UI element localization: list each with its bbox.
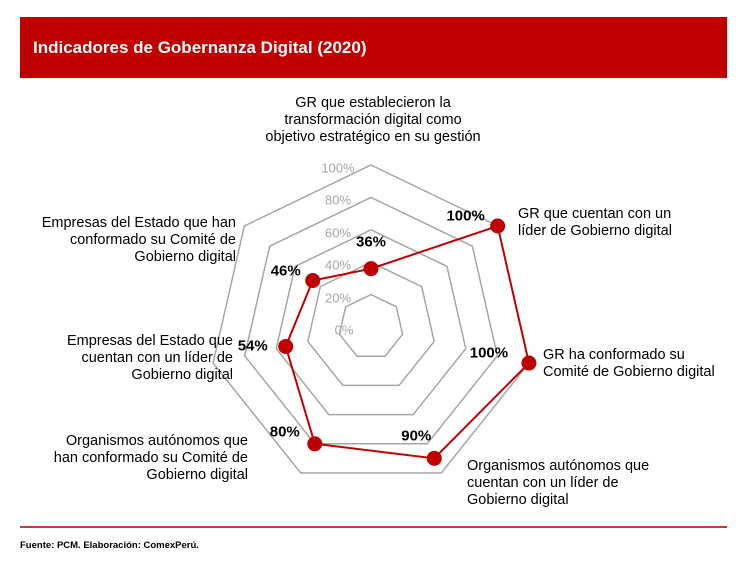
axis-label-4: Organismos autónomos que han conformado … (53, 433, 248, 483)
data-point (305, 273, 321, 289)
grid-ring-40 (307, 261, 435, 387)
data-label: 54% (237, 337, 268, 355)
tick-label: 100% (321, 160, 355, 176)
footer-divider (20, 526, 727, 528)
data-point (278, 338, 294, 354)
title-bar: Indicadores de Gobernanza Digital (2020) (20, 17, 727, 78)
chart-title: Indicadores de Gobernanza Digital (2020) (33, 38, 367, 57)
grid-ring-80 (243, 196, 499, 445)
data-point (490, 218, 506, 234)
source-note: Fuente: PCM. Elaboración: ComexPerú. (20, 540, 199, 551)
data-label: 100% (446, 207, 485, 225)
data-point (426, 450, 442, 466)
axis-label-0: GR que establecieron la transformación d… (265, 95, 481, 145)
data-label: 36% (355, 233, 387, 251)
data-label: 46% (270, 262, 301, 280)
axis-label-3: Organismos autónomos que cuentan con un … (467, 458, 650, 508)
tick-label: 0% (334, 322, 354, 338)
data-point (521, 355, 537, 371)
data-label: 90% (401, 427, 432, 445)
data-point (363, 261, 379, 277)
data-label: 80% (269, 423, 300, 441)
tick-label: 60% (324, 225, 352, 241)
grid-ring-60 (275, 228, 467, 416)
tick-label: 40% (324, 257, 352, 273)
axis-label-6: Empresas del Estado que han conformado s… (41, 215, 236, 265)
data-point (307, 436, 323, 452)
axis-label-5: Empresas del Estado que cuentan con un l… (66, 333, 233, 383)
grid-ring-20 (338, 293, 404, 357)
axis-label-1: GR que cuentan con un líder de Gobierno … (518, 206, 672, 239)
tick-label: 20% (324, 290, 352, 306)
tick-label: 80% (324, 192, 352, 208)
series-line (284, 224, 531, 460)
axis-label-2: GR ha conformado su Comité de Gobierno d… (543, 347, 715, 380)
data-label: 100% (469, 344, 509, 362)
